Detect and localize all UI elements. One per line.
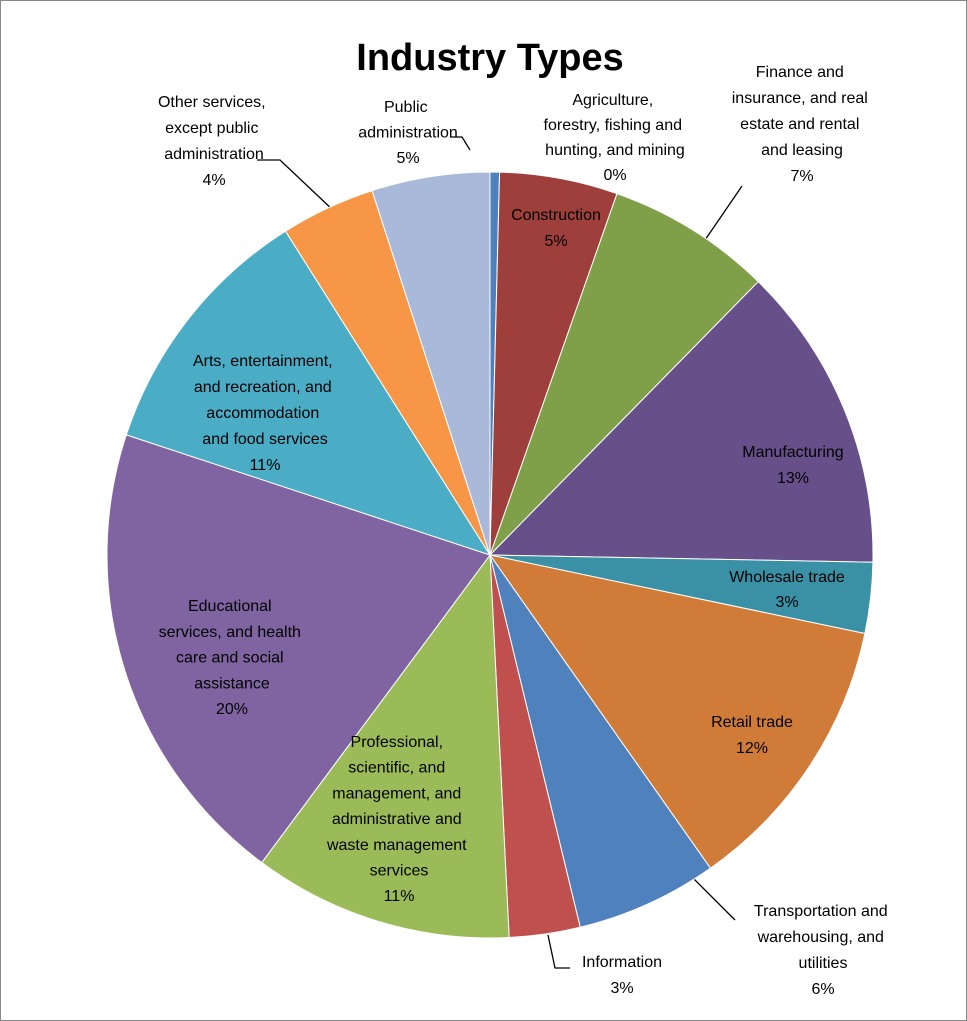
slice-label: Arts, entertainment, and recreation, and… [193, 353, 337, 448]
pie-slice [489, 193, 759, 556]
slice-value-label: 6% [811, 981, 834, 998]
leader-line [547, 934, 570, 969]
pie-slice [489, 554, 712, 928]
pie-slice [371, 171, 491, 556]
slice-label: Retail trade [711, 714, 793, 731]
pie-slice [488, 280, 874, 563]
slice-label: Other services, except public administra… [158, 94, 270, 163]
slice-label: Information [582, 954, 662, 971]
slice-value-label: 12% [736, 740, 768, 757]
slice-value-label: 5% [544, 233, 567, 250]
pie-slice [488, 554, 866, 869]
slice-label: Manufacturing [742, 444, 843, 461]
slice-label: Educational services, and health care an… [159, 598, 306, 692]
slice-value-label: 11% [250, 457, 281, 474]
chart-title: Industry Types [356, 37, 623, 79]
slice-label: Agriculture, forestry, fishing and hunti… [544, 92, 687, 159]
slice-label: Transportation and warehousing, and util… [754, 903, 892, 972]
pie-slice [106, 434, 491, 864]
pie-slice [125, 230, 492, 556]
leader-line [704, 185, 743, 241]
slice-value-label: 3% [775, 594, 798, 611]
slice-value-label: 13% [777, 470, 809, 487]
slice-value-label: 3% [610, 980, 633, 997]
leader-line [450, 136, 471, 151]
slice-value-label: 20% [216, 701, 248, 718]
pie-slice [261, 553, 510, 939]
slice-value-label: 4% [202, 172, 225, 189]
slice-value-label: 7% [790, 168, 813, 185]
leader-line [257, 159, 336, 213]
slice-label: Construction [511, 207, 601, 224]
slice-value-label: 11% [384, 888, 415, 905]
slice-label: Finance and insurance, and real estate a… [732, 64, 873, 159]
slice-label: Wholesale trade [729, 569, 845, 586]
slice-value-label: 5% [396, 150, 419, 167]
slice-label: Professional, scientific, and management… [326, 734, 471, 880]
slice-value-label: 0% [603, 167, 626, 184]
slice-label: Public administration [358, 99, 458, 142]
